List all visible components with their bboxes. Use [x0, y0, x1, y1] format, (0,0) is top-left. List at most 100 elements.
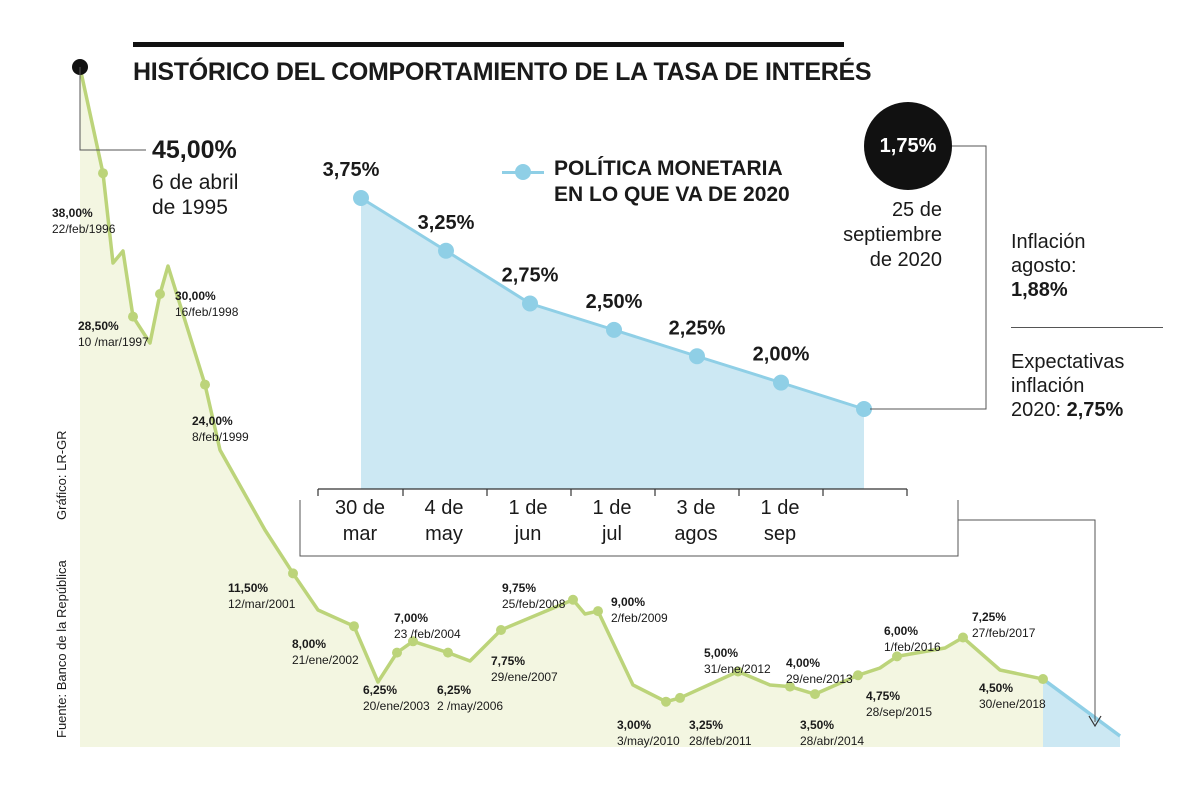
connector-arrowhead [1088, 715, 1102, 728]
chart-credit: Gráfico: LR-GR [54, 430, 69, 520]
history-point [155, 289, 165, 299]
history-value-label: 6,25% [363, 683, 397, 697]
policy-point [856, 401, 872, 417]
current-date-line-2: septiembre [843, 224, 942, 246]
history-date-label: 20/ene/2003 [363, 699, 430, 713]
current-date-line-3: de 2020 [869, 249, 942, 271]
history-value-label: 30,00% [175, 289, 216, 303]
history-value-label: 3,50% [800, 718, 834, 732]
policy-area-fill [361, 198, 864, 489]
history-date-label: 29/ene/2013 [786, 672, 853, 686]
policy-point [438, 242, 454, 259]
current-rate-date: 25 de septiembre de 2020 [820, 198, 942, 273]
expectations-label-1: Expectativas [1011, 351, 1125, 373]
history-point [128, 311, 138, 322]
history-value-label: 9,00% [611, 595, 645, 609]
policy-x-tick-label: 1 de [593, 497, 632, 519]
policy-x-tick-label: 4 de [425, 497, 464, 519]
history-date-label: 12/mar/2001 [228, 597, 296, 611]
legend-dot-swatch [515, 164, 531, 180]
chart-title: HISTÓRICO DEL COMPORTAMIENTO DE LA TASA … [133, 58, 872, 86]
history-point [958, 632, 968, 643]
history-date-label: 25/feb/2008 [502, 597, 566, 611]
history-point [675, 692, 685, 703]
policy-x-tick-label: 1 de [509, 497, 548, 519]
history-point [661, 696, 671, 707]
history-date-label: 22/feb/1996 [52, 222, 116, 236]
history-value-label: 6,00% [884, 624, 918, 638]
recent-series-line [1041, 677, 1122, 738]
current-rate-value: 1,75% [879, 134, 937, 157]
policy-x-tick-label: mar [343, 523, 378, 545]
history-point [568, 594, 578, 605]
inflation-value: 1,88% [1011, 279, 1068, 301]
history-point [408, 636, 418, 647]
history-date-label: 29/ene/2007 [491, 670, 558, 684]
inflation-label-1: Inflación [1011, 231, 1086, 253]
history-value-label: 3,25% [689, 718, 723, 732]
history-date-label: 30/ene/2018 [979, 697, 1046, 711]
history-date-label: 2 /may/2006 [437, 699, 503, 713]
history-value-label: 4,00% [786, 656, 820, 670]
history-point [1038, 674, 1048, 685]
expectations-label-2: inflación [1011, 375, 1085, 397]
history-point [810, 689, 820, 700]
history-value-label: 11,50% [228, 581, 268, 595]
history-value-label: 3,00% [617, 718, 651, 732]
history-point [593, 606, 603, 617]
history-point [785, 681, 795, 692]
current-date-line-1: 25 de [891, 199, 942, 221]
policy-value-label: 2,75% [502, 265, 559, 287]
history-point [288, 568, 298, 579]
history-date-label: 10 /mar/1997 [78, 335, 149, 349]
history-point [853, 670, 863, 681]
history-value-label: 6,25% [437, 683, 471, 697]
expectations-label-3: 2020: [1011, 399, 1067, 421]
current-rate-badge: 1,75% [864, 102, 952, 190]
history-area-fill [80, 67, 1043, 747]
history-date-label: 2/feb/2009 [611, 611, 668, 625]
policy-point [689, 348, 705, 365]
history-point [733, 666, 743, 677]
history-value-label: 7,00% [394, 611, 428, 625]
inset-bracket [299, 500, 959, 557]
peak-connector [79, 67, 146, 151]
history-date-label: 1/feb/2016 [884, 640, 941, 654]
peak-date: 6 de abril de 1995 [152, 171, 239, 219]
history-date-label: 27/feb/2017 [972, 626, 1036, 640]
history-date-label: 16/feb/1998 [175, 305, 239, 319]
policy-x-tick-label: 1 de [761, 497, 800, 519]
current-connector [870, 145, 987, 410]
source-credit: Fuente: Banco de la República [54, 560, 69, 738]
history-point [443, 647, 453, 658]
inset-connector [958, 519, 1096, 722]
policy-point [773, 374, 789, 391]
history-date-label: 21/ene/2002 [292, 653, 359, 667]
policy-value-label: 2,50% [586, 291, 643, 313]
history-point [200, 379, 210, 390]
policy-x-tick-label: 30 de [335, 497, 385, 519]
history-value-label: 5,00% [704, 646, 738, 660]
inflation-box: Inflación agosto: 1,88% [1011, 230, 1171, 302]
history-date-label: 28/feb/2011 [689, 734, 752, 748]
history-value-label: 7,25% [972, 610, 1006, 624]
history-value-label: 4,50% [979, 681, 1013, 695]
legend-line-1: POLÍTICA MONETARIA [554, 157, 783, 180]
policy-x-tick-label: agos [674, 523, 717, 545]
policy-point [353, 190, 369, 206]
policy-value-label: 2,00% [753, 344, 810, 366]
policy-x-tick-label: 3 de [677, 497, 716, 519]
policy-x-tick-label: jul [601, 523, 622, 545]
policy-x-tick-label: jun [514, 523, 542, 545]
history-point [98, 168, 108, 179]
inset-legend: POLÍTICA MONETARIA EN LO QUE VA DE 2020 [554, 156, 790, 208]
history-value-label: 24,00% [192, 414, 233, 428]
history-date-label: 23 /feb/2004 [394, 627, 461, 641]
policy-x-tick-label: may [425, 523, 463, 545]
policy-x-tick-label: sep [764, 523, 796, 545]
history-date-label: 3/may/2010 [617, 734, 680, 748]
history-value-label: 7,75% [491, 654, 525, 668]
history-value-label: 38,00% [52, 206, 93, 220]
